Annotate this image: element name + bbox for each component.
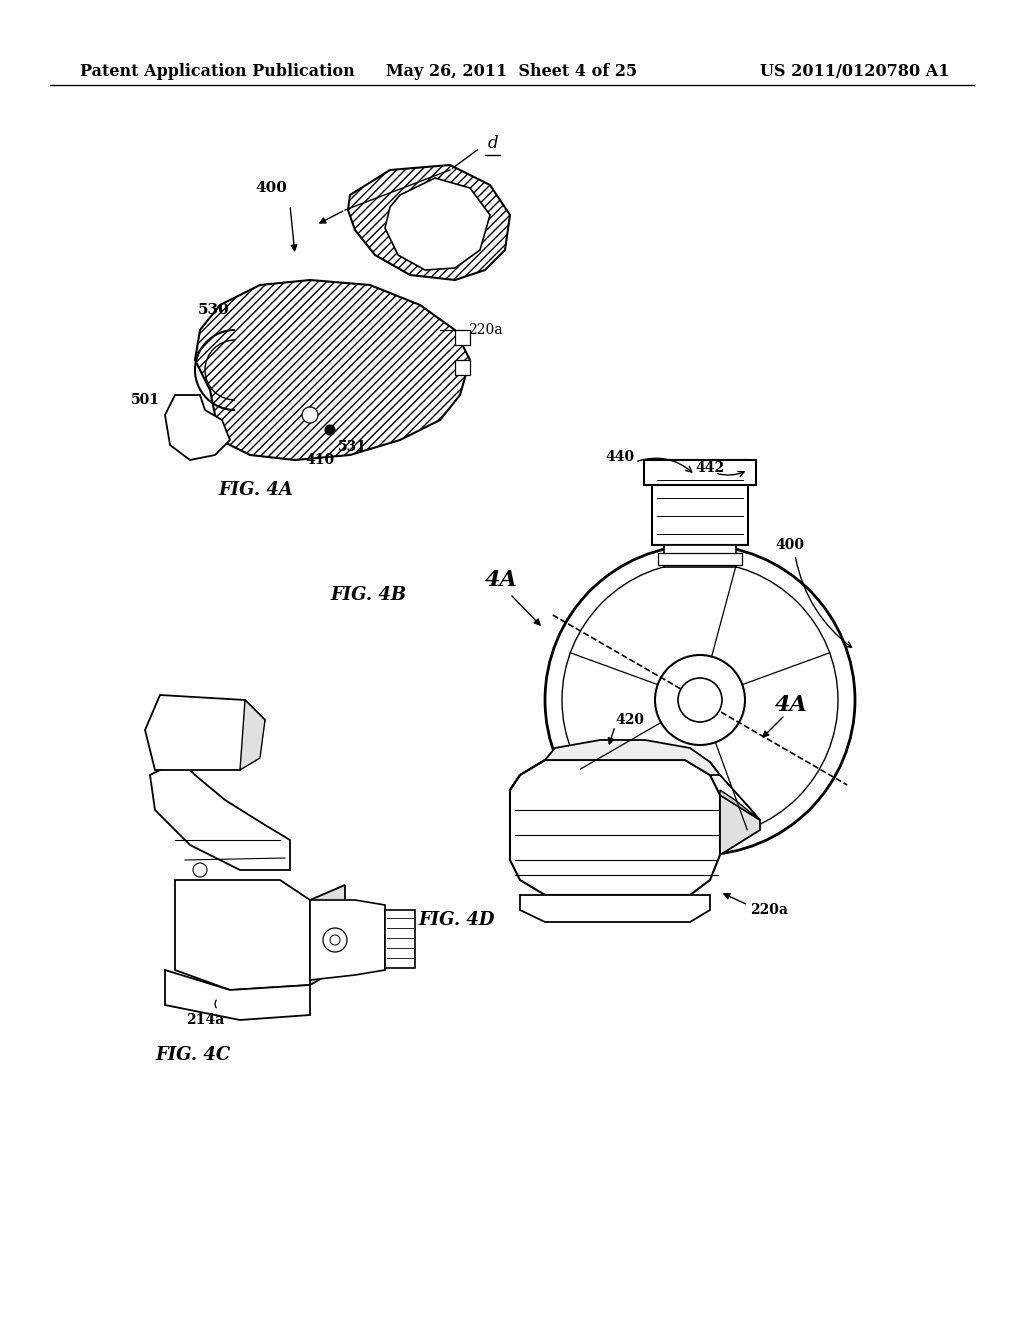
Polygon shape — [455, 330, 470, 345]
Text: US 2011/0120780 A1: US 2011/0120780 A1 — [761, 63, 950, 81]
Polygon shape — [145, 696, 265, 770]
Polygon shape — [310, 884, 345, 985]
Circle shape — [193, 863, 207, 876]
Polygon shape — [165, 970, 310, 1020]
Polygon shape — [455, 360, 470, 375]
Polygon shape — [652, 459, 748, 545]
Text: 4A: 4A — [775, 694, 808, 715]
Text: 440: 440 — [605, 450, 635, 465]
Polygon shape — [385, 909, 415, 968]
Text: 220a: 220a — [468, 323, 503, 337]
Text: FIG. 4C: FIG. 4C — [155, 1045, 230, 1064]
Text: 4A: 4A — [485, 569, 518, 591]
Polygon shape — [658, 553, 742, 565]
Text: 400: 400 — [255, 181, 287, 195]
Text: FIG. 4B: FIG. 4B — [330, 586, 407, 605]
Text: 501: 501 — [131, 393, 160, 407]
Polygon shape — [644, 459, 756, 484]
Polygon shape — [150, 760, 290, 870]
Polygon shape — [195, 280, 470, 459]
Circle shape — [655, 655, 745, 744]
Polygon shape — [165, 395, 230, 459]
Circle shape — [325, 425, 335, 436]
Text: 220a: 220a — [750, 903, 788, 917]
Polygon shape — [385, 178, 490, 271]
Polygon shape — [510, 741, 720, 789]
Text: 530: 530 — [198, 304, 229, 317]
Text: FIG. 4A: FIG. 4A — [218, 480, 293, 499]
Text: 214a: 214a — [186, 1012, 224, 1027]
Text: 531: 531 — [338, 440, 367, 454]
Text: 410: 410 — [305, 453, 334, 467]
Polygon shape — [510, 760, 720, 895]
Text: 400: 400 — [775, 539, 805, 552]
Circle shape — [678, 678, 722, 722]
Polygon shape — [710, 762, 760, 820]
Polygon shape — [240, 700, 265, 770]
Text: d: d — [488, 135, 499, 152]
Polygon shape — [348, 165, 510, 280]
Text: 442: 442 — [695, 461, 725, 475]
Polygon shape — [310, 900, 385, 979]
Circle shape — [323, 928, 347, 952]
Circle shape — [545, 545, 855, 855]
Text: FIG. 4D: FIG. 4D — [418, 911, 495, 929]
Circle shape — [302, 407, 318, 422]
Text: 420: 420 — [615, 713, 644, 727]
Text: May 26, 2011  Sheet 4 of 25: May 26, 2011 Sheet 4 of 25 — [386, 63, 638, 81]
Polygon shape — [664, 545, 736, 568]
Circle shape — [330, 935, 340, 945]
Polygon shape — [720, 789, 760, 820]
Polygon shape — [520, 895, 710, 921]
Circle shape — [562, 562, 838, 838]
Polygon shape — [175, 880, 310, 990]
Text: Patent Application Publication: Patent Application Publication — [80, 63, 354, 81]
Polygon shape — [720, 795, 760, 855]
